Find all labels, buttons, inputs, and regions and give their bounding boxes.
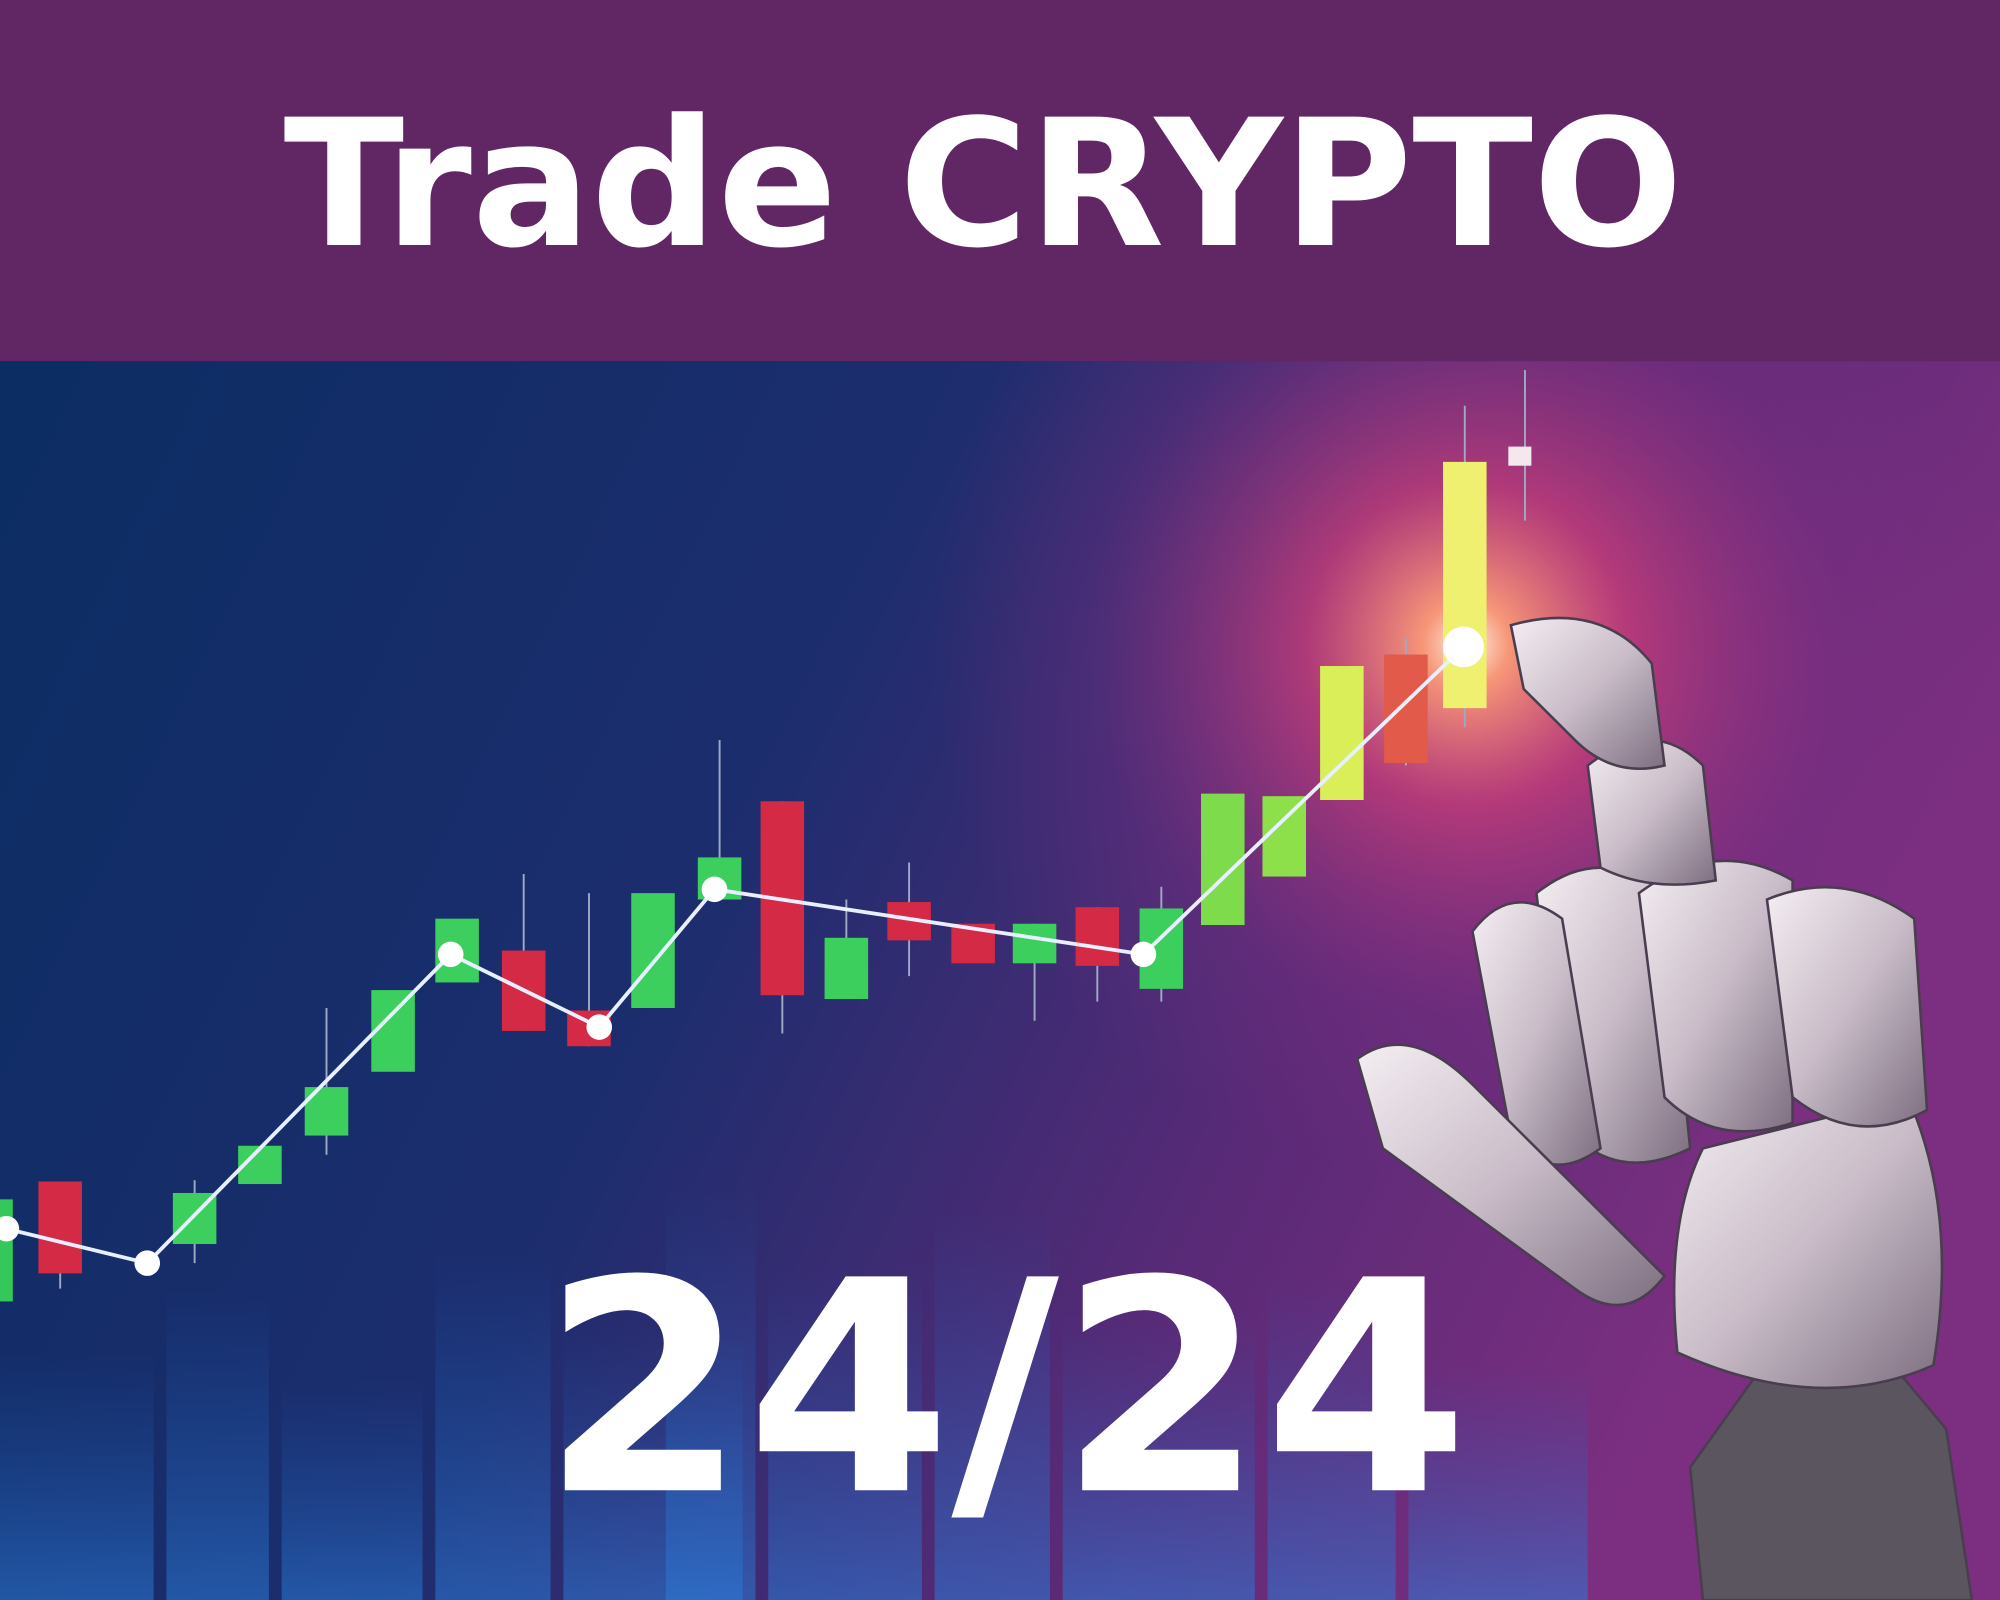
- trend-points: [0, 626, 1484, 1276]
- city-skyline: [0, 1186, 1588, 1600]
- hours-banner: 24/24: [542, 1219, 1469, 1560]
- header-title: Trade CRYPTO: [284, 81, 1684, 287]
- header-band: [0, 0, 2000, 362]
- robot-hand: [1355, 616, 1974, 1600]
